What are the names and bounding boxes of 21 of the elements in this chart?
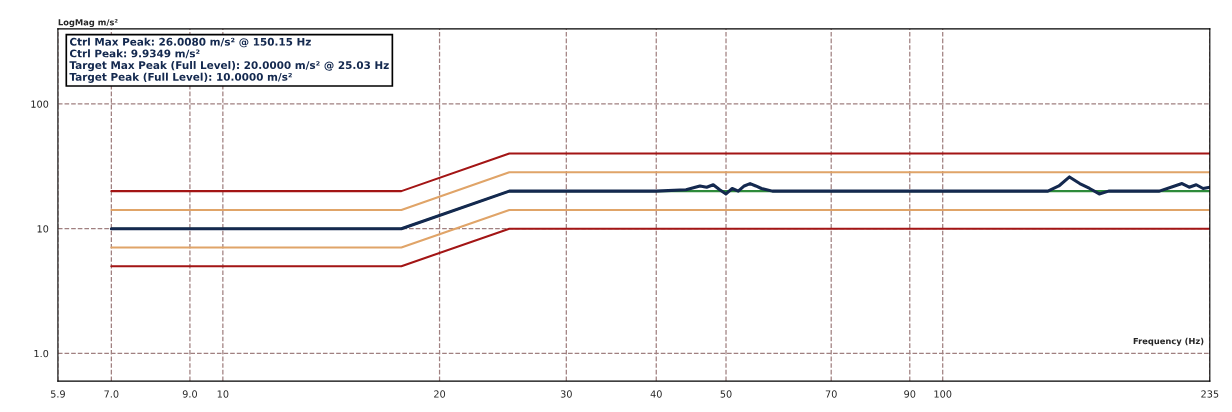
x-tick-label: 90 [904, 390, 916, 398]
x-tick-label: 10 [217, 390, 229, 398]
x-tick-label: 7.0 [104, 390, 119, 398]
x-tick-label: 5.9 [50, 390, 65, 398]
y-tick-label: 100 [31, 100, 49, 108]
x-tick-label: 50 [720, 390, 732, 398]
y-axis-title: LogMag m/s² [58, 19, 118, 28]
x-tick-label: 9.0 [182, 390, 197, 398]
x-tick-label: 70 [825, 390, 837, 398]
y-tick-label: 1.0 [34, 349, 49, 358]
annotation: Ctrl Max Peak: 26.0080 m/s² @ 150.15 Hz [69, 37, 311, 48]
x-axis-title: Frequency (Hz) [1133, 337, 1204, 346]
x-tick-label: 20 [434, 390, 446, 398]
annotation: Target Max Peak (Full Level): 20.0000 m/s² @ 25.03 Hz [69, 60, 389, 72]
annotation: Ctrl Peak: 9.9349 m/s² [69, 49, 200, 59]
x-tick-label: 235 [1201, 390, 1219, 398]
x-tick-label: 100 [934, 390, 952, 398]
y-tick-label: 10 [37, 225, 49, 233]
annotation: Target Peak (Full Level): 10.0000 m/s² [69, 72, 292, 83]
x-tick-label: 40 [650, 390, 662, 398]
x-tick-label: 30 [560, 390, 572, 398]
